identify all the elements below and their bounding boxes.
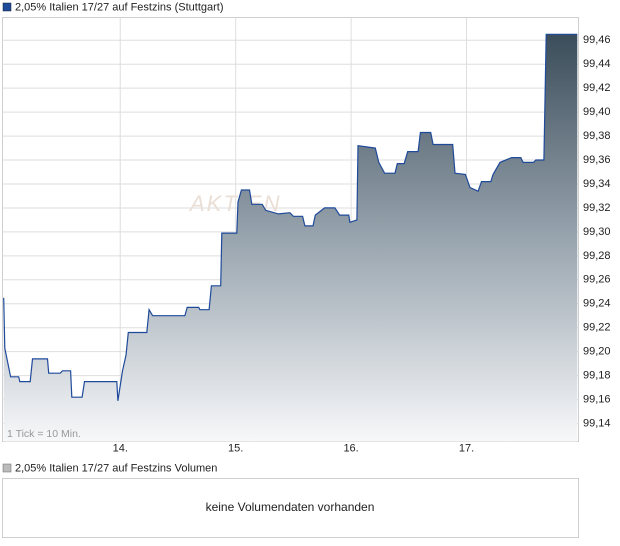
legend-swatch — [2, 2, 12, 12]
x-tick-label: 14. — [113, 442, 128, 454]
y-tick-label: 99,40 — [583, 106, 611, 118]
y-tick-label: 99,24 — [583, 298, 611, 310]
y-tick-label: 99,14 — [583, 417, 611, 429]
y-tick-label: 99,28 — [583, 250, 611, 262]
y-tick-label: 99,30 — [583, 226, 611, 238]
x-tick-label: 16. — [343, 442, 358, 454]
y-tick-label: 99,42 — [583, 82, 611, 94]
y-tick-label: 99,32 — [583, 202, 611, 214]
y-tick-label: 99,46 — [583, 34, 611, 46]
x-tick-label: 15. — [228, 442, 243, 454]
y-tick-label: 99,16 — [583, 393, 611, 405]
volume-legend: 2,05% Italien 17/27 auf Festzins Volumen — [15, 462, 217, 474]
line — [3, 33, 578, 401]
annotation: 1 Tick = 10 Min. — [7, 428, 81, 440]
legend-label: 2,05% Italien 17/27 auf Festzins (Stuttg… — [15, 1, 224, 13]
plot — [3, 33, 578, 442]
y-tick-label: 99,36 — [583, 154, 611, 166]
y-tick-label: 99,22 — [583, 322, 611, 334]
y-tick-label: 99,38 — [583, 130, 611, 142]
y-tick-label: 99,44 — [583, 58, 611, 70]
y-tick-label: 99,20 — [583, 346, 611, 358]
volume-message: keine Volumendaten vorhanden — [206, 500, 375, 514]
legend-swatch — [2, 463, 12, 473]
y-tick-label: 99,26 — [583, 274, 611, 286]
y-tick-label: 99,18 — [583, 370, 611, 382]
x-tick-label: 17. — [459, 442, 474, 454]
y-tick-label: 99,34 — [583, 178, 611, 190]
volume-frame — [2, 478, 579, 538]
area — [3, 34, 578, 442]
